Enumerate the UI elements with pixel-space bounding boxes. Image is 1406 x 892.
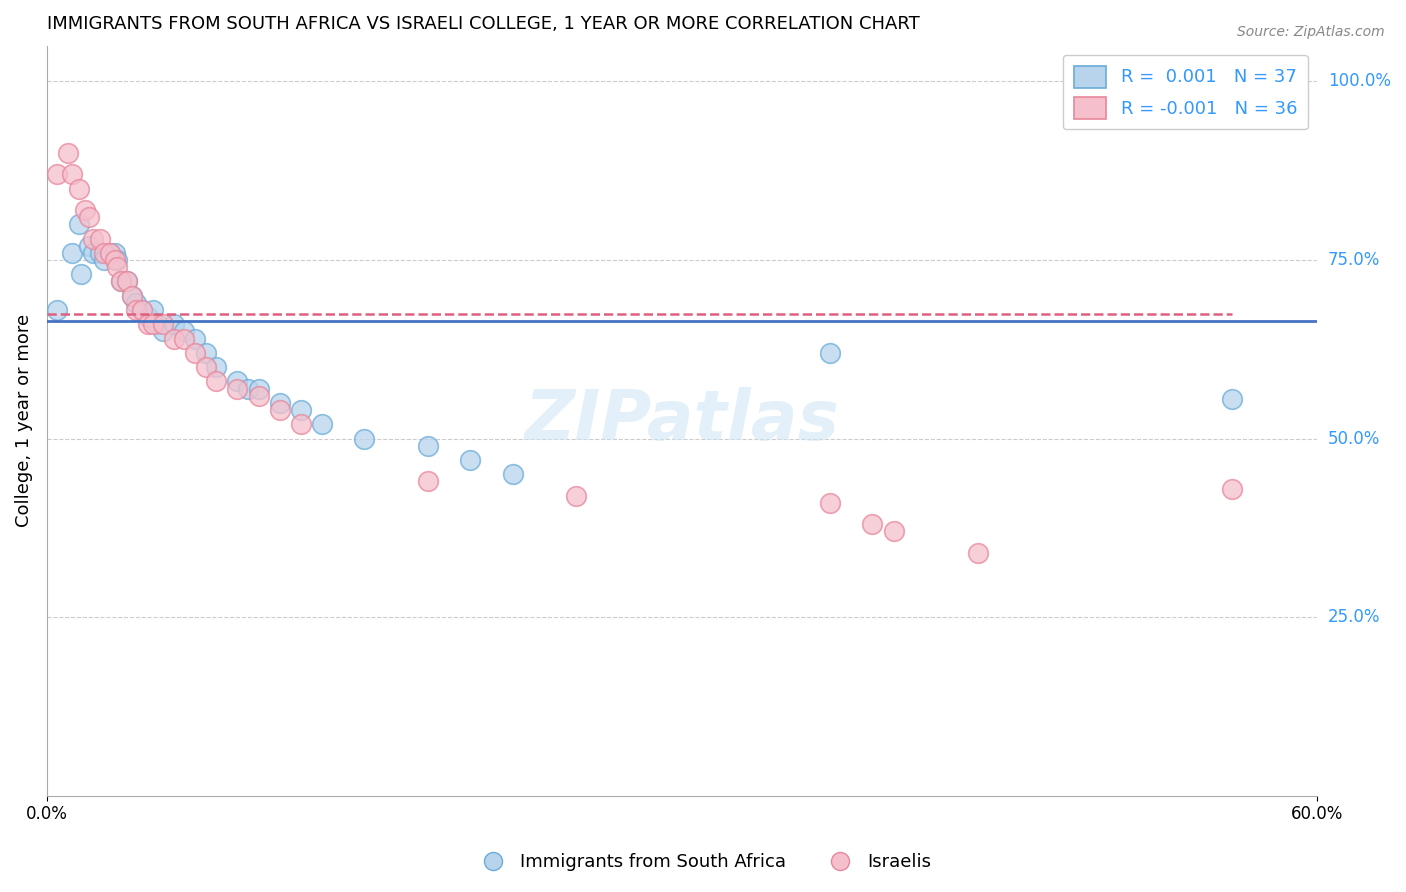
Point [818, 496, 841, 510]
Text: 50.0%: 50.0% [1329, 430, 1381, 448]
Point [138, 310, 160, 325]
Y-axis label: College, 1 year or more: College, 1 year or more [15, 314, 32, 527]
Point [69, 267, 91, 281]
Point [104, 245, 127, 260]
Point [125, 296, 148, 310]
Point [121, 288, 143, 302]
Point [60, 245, 83, 260]
Point [184, 332, 207, 346]
Point [290, 403, 312, 417]
Point [184, 346, 207, 360]
Point [105, 252, 128, 267]
Point [110, 274, 132, 288]
Point [152, 318, 174, 332]
Point [173, 325, 195, 339]
Point [247, 382, 270, 396]
Point [146, 318, 169, 332]
Point [565, 489, 588, 503]
Point [77, 238, 100, 252]
Point [163, 318, 186, 332]
Point [502, 467, 524, 482]
Point [77, 210, 100, 224]
Point [131, 303, 153, 318]
Legend: R =  0.001   N = 37, R = -0.001   N = 36: R = 0.001 N = 37, R = -0.001 N = 36 [1063, 54, 1308, 129]
Point [1220, 482, 1243, 496]
Point [93, 245, 115, 260]
Text: Source: ZipAtlas.com: Source: ZipAtlas.com [1237, 25, 1385, 39]
Point [416, 475, 439, 489]
Point [247, 389, 270, 403]
Point [82, 245, 104, 260]
Point [56, 145, 79, 160]
Point [104, 252, 127, 267]
Text: 75.0%: 75.0% [1329, 251, 1381, 269]
Point [117, 274, 139, 288]
Point [416, 439, 439, 453]
Point [173, 332, 195, 346]
Point [163, 332, 186, 346]
Point [138, 318, 160, 332]
Point [46, 303, 69, 318]
Point [142, 303, 165, 318]
Legend: Immigrants from South Africa, Israelis: Immigrants from South Africa, Israelis [468, 847, 938, 879]
Point [152, 325, 174, 339]
Point [458, 453, 481, 467]
Point [105, 260, 128, 274]
Point [860, 517, 883, 532]
Text: 25.0%: 25.0% [1329, 608, 1381, 626]
Point [110, 274, 132, 288]
Point [1220, 392, 1243, 407]
Point [236, 382, 259, 396]
Text: IMMIGRANTS FROM SOUTH AFRICA VS ISRAELI COLLEGE, 1 YEAR OR MORE CORRELATION CHAR: IMMIGRANTS FROM SOUTH AFRICA VS ISRAELI … [46, 15, 920, 33]
Text: ZIPatlas: ZIPatlas [524, 387, 839, 454]
Point [67, 217, 90, 231]
Point [60, 167, 83, 181]
Point [93, 252, 115, 267]
Point [100, 245, 122, 260]
Text: 100.0%: 100.0% [1329, 72, 1391, 90]
Point [226, 382, 249, 396]
Point [142, 318, 165, 332]
Point [205, 360, 228, 375]
Point [226, 375, 249, 389]
Point [269, 403, 291, 417]
Point [311, 417, 333, 432]
Point [967, 546, 990, 560]
Point [46, 167, 69, 181]
Point [883, 524, 905, 539]
Point [131, 303, 153, 318]
Point [89, 245, 111, 260]
Point [205, 375, 228, 389]
Point [269, 396, 291, 410]
Point [818, 346, 841, 360]
Point [121, 288, 143, 302]
Point [89, 231, 111, 245]
Point [82, 231, 104, 245]
Point [67, 181, 90, 195]
Point [73, 202, 96, 217]
Point [125, 303, 148, 318]
Point [117, 274, 139, 288]
Point [100, 245, 122, 260]
Point [194, 346, 217, 360]
Point [290, 417, 312, 432]
Point [353, 432, 375, 446]
Point [194, 360, 217, 375]
